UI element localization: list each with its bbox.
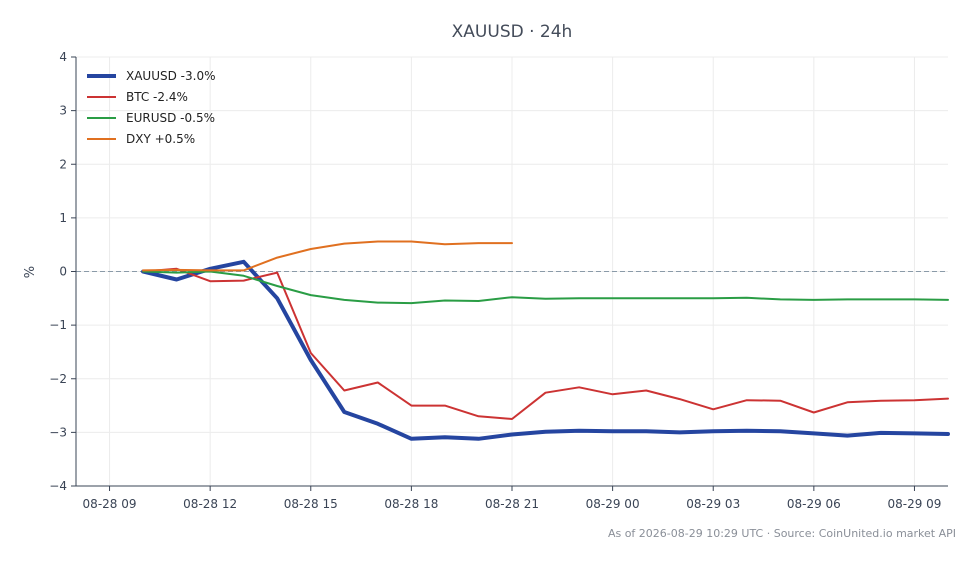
series-line-3 (142, 240, 513, 272)
series-line-2 (142, 270, 949, 305)
y-tick-label-6: 2 (59, 157, 67, 171)
y-tick-label-1: −3 (49, 425, 67, 439)
x-tick-label-1: 08-28 12 (183, 497, 237, 511)
source-note: As of 2026-08-29 10:29 UTC · Source: Coi… (608, 527, 956, 540)
x-tick-label-6: 08-29 03 (686, 497, 740, 511)
legend-label-1: BTC -2.4% (126, 90, 188, 104)
series-line-0 (141, 259, 950, 441)
x-tick-label-8: 08-29 09 (887, 497, 941, 511)
x-tick-label-0: 08-28 09 (83, 497, 137, 511)
y-tick-label-0: −4 (49, 479, 67, 493)
x-tick-label-5: 08-29 00 (586, 497, 640, 511)
x-axis-ticks: 08-28 09 08-28 12 08-28 15 08-28 18 08-28 21… (83, 486, 941, 511)
legend-label-0: XAUUSD -3.0% (126, 69, 215, 83)
y-tick-label-7: 3 (59, 104, 67, 118)
y-tick-label-3: −1 (49, 318, 67, 332)
y-tick-label-4: 0 (59, 265, 67, 279)
y-axis-ticks: −4 −3 −2 −1 0 1 2 3 4 (49, 50, 76, 493)
series-lines (141, 240, 950, 441)
x-tick-label-3: 08-28 18 (384, 497, 438, 511)
legend-label-3: DXY +0.5% (126, 132, 195, 146)
x-tick-label-7: 08-29 06 (787, 497, 841, 511)
legend-label-2: EURUSD -0.5% (126, 111, 215, 125)
y-tick-label-5: 1 (59, 211, 67, 225)
y-tick-label-8: 4 (59, 50, 67, 64)
legend: XAUUSD -3.0% BTC -2.4% EURUSD -0.5% DXY +0.… (87, 69, 215, 146)
x-tick-label-2: 08-28 15 (284, 497, 338, 511)
y-axis-label: % (23, 266, 38, 278)
x-tick-label-4: 08-28 21 (485, 497, 539, 511)
series-line-1 (142, 267, 949, 420)
chart-title: XAUUSD · 24h (452, 22, 573, 42)
y-tick-label-2: −2 (49, 372, 67, 386)
